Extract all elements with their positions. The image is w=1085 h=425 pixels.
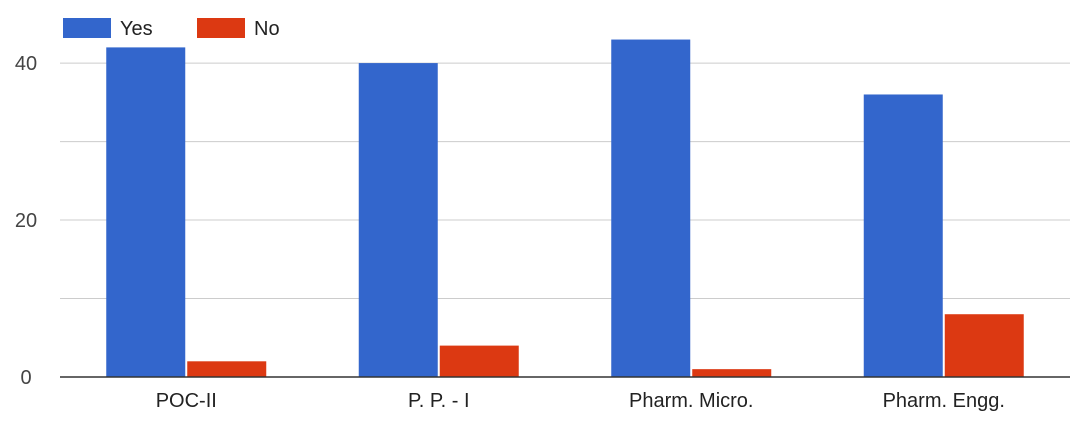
x-category-label: POC-II — [156, 390, 217, 412]
legend-swatch-yes — [63, 18, 111, 38]
bar-no-2 — [692, 369, 772, 377]
x-category-label: P. P. - I — [408, 390, 470, 412]
y-tick-label: 0 — [20, 367, 31, 389]
y-tick-label: 40 — [15, 53, 37, 75]
legend-label-yes: Yes — [120, 18, 153, 40]
x-category-label: Pharm. Engg. — [883, 390, 1005, 412]
bar-no-3 — [944, 314, 1024, 377]
legend: Yes No — [63, 18, 280, 40]
y-tick-label: 20 — [15, 210, 37, 232]
bar-yes-0 — [106, 47, 186, 378]
axes: 0 20 40 POC-II P. P. - I Pharm. Micro. Pharm. … — [15, 53, 1070, 412]
legend-swatch-no — [197, 18, 245, 38]
bar-yes-3 — [863, 94, 943, 377]
bar-no-0 — [187, 361, 267, 377]
x-category-label: Pharm. Micro. — [629, 390, 753, 412]
legend-label-no: No — [254, 18, 280, 40]
bar-no-1 — [439, 345, 519, 377]
bars — [106, 39, 1024, 378]
bar-yes-1 — [358, 63, 438, 378]
bar-yes-2 — [611, 39, 691, 377]
